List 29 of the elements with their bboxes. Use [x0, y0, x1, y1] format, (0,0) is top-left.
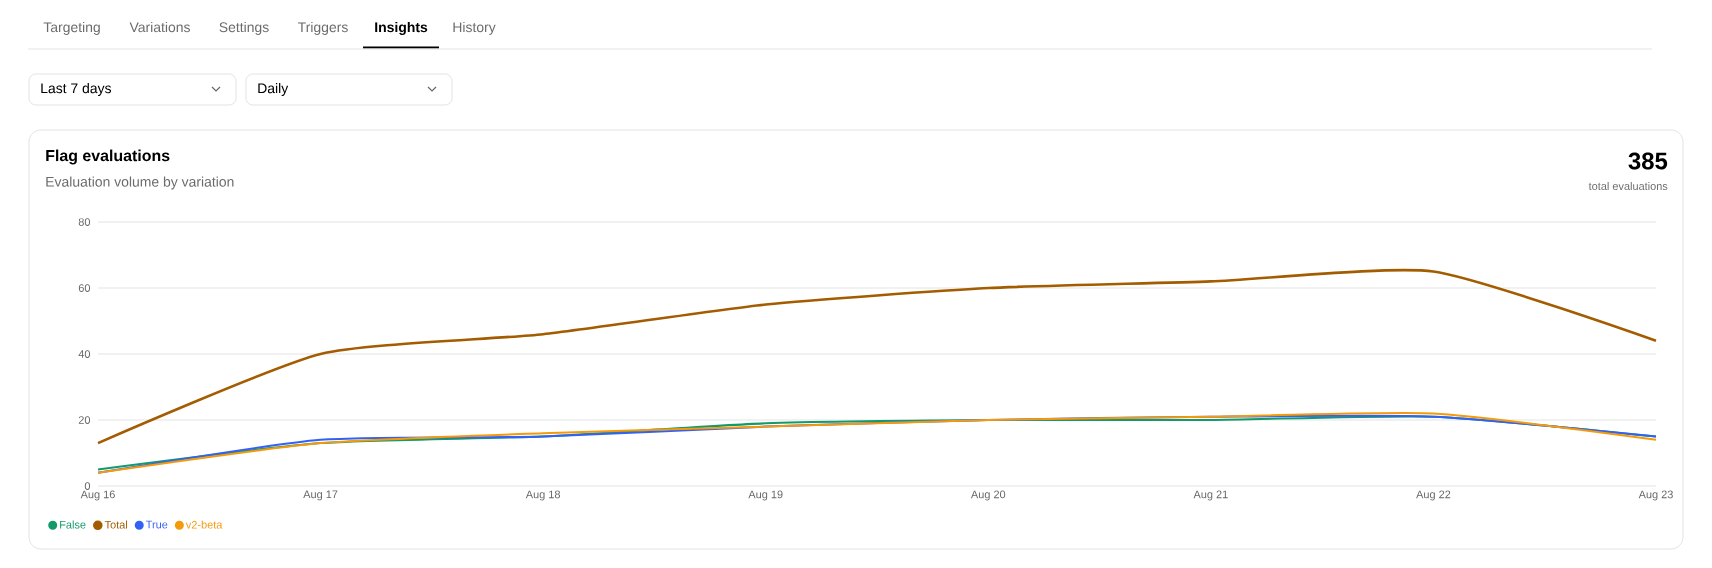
x-tick-label: Aug 19	[748, 490, 783, 501]
y-tick-label: 60	[78, 284, 91, 292]
text: Settings	[219, 21, 269, 35]
y-tick-label: 40	[78, 350, 91, 358]
y-tick-label: 20	[78, 416, 91, 424]
x-tick-label: Aug 18	[525, 490, 561, 501]
text: Insights	[375, 21, 428, 35]
legend-label: Total	[104, 520, 128, 529]
text: total evaluations	[1588, 181, 1668, 191]
legend-label: v2-beta	[185, 520, 223, 529]
text: Triggers	[298, 21, 348, 35]
x-tick-label: Aug 21	[1193, 490, 1228, 501]
x-tick-label: Aug 20	[970, 490, 1006, 501]
x-tick-label: Aug 22	[1416, 490, 1451, 501]
y-tick-label: 80	[78, 218, 91, 226]
x-tick-label: Aug 16	[80, 490, 115, 501]
text: Targeting	[43, 21, 100, 35]
chart-subtitle: Evaluation volume by variation	[46, 176, 234, 190]
y-tick-label: 0	[84, 482, 91, 490]
x-tick-label: Aug 17	[303, 490, 338, 501]
text: Daily	[258, 83, 289, 96]
legend-label: True	[145, 520, 168, 529]
text: 385	[1628, 152, 1668, 170]
text: History	[453, 21, 496, 35]
x-tick-label: Aug 23	[1638, 490, 1673, 501]
chart-title: Flag evaluations	[46, 149, 170, 165]
legend-label: False	[60, 520, 86, 529]
text: Last 7 days	[41, 83, 112, 96]
text: Variations	[129, 21, 190, 33]
